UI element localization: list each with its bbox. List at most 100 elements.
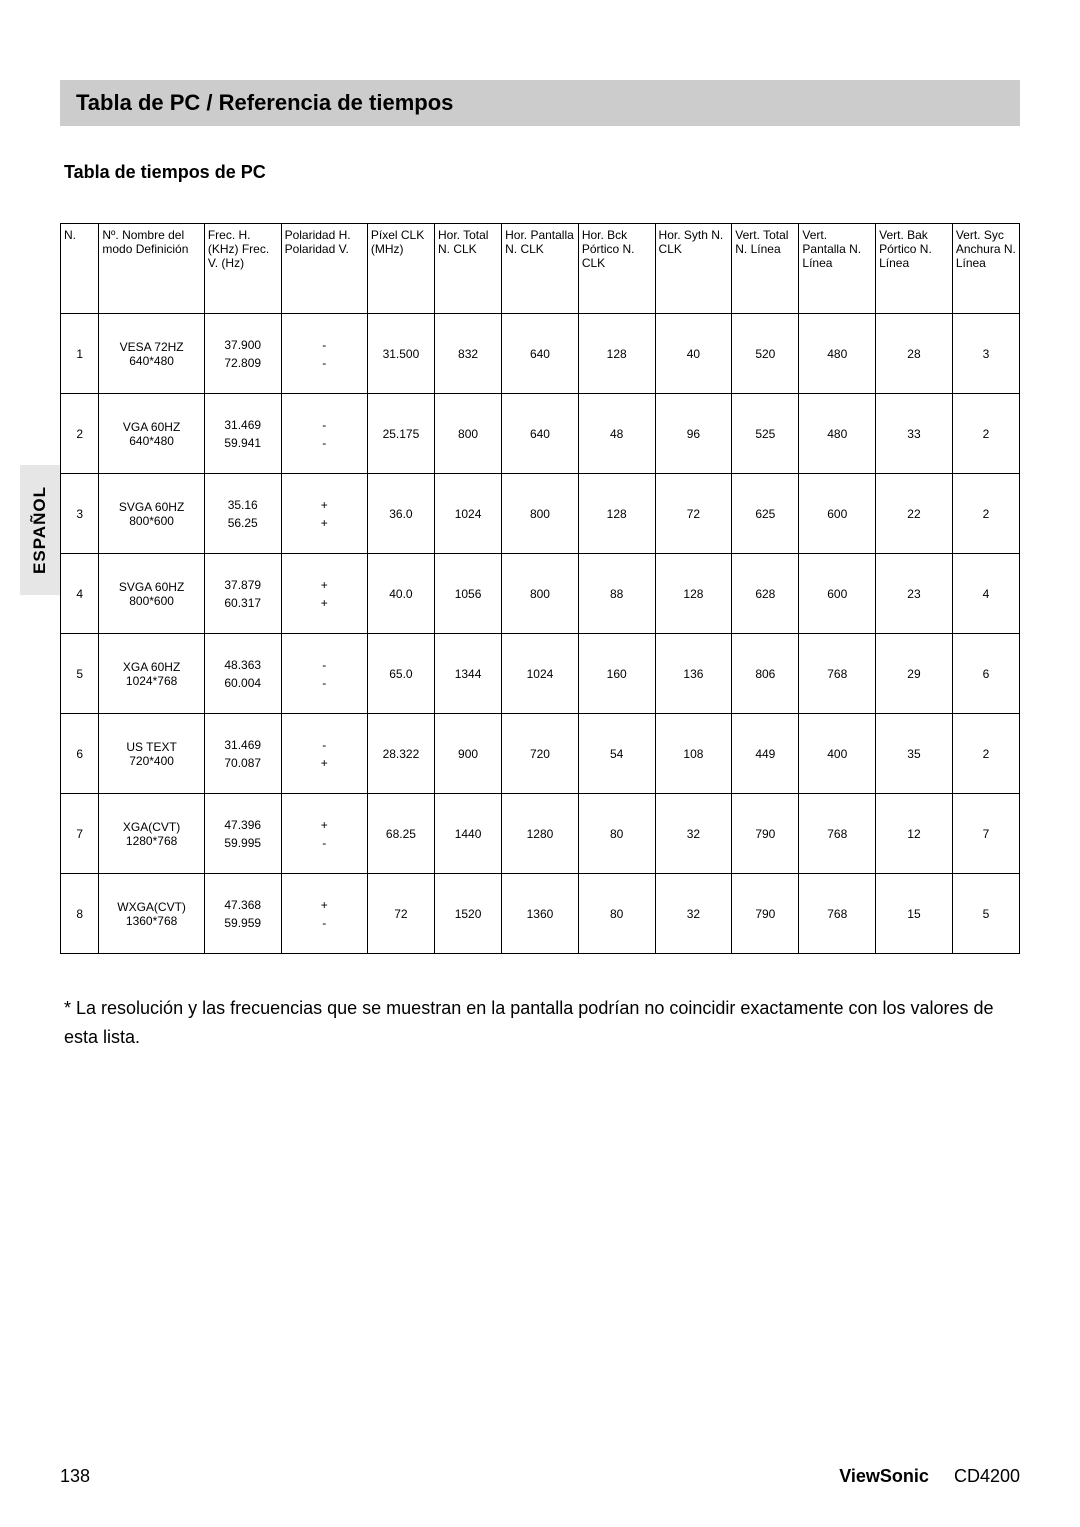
cell-value: 54 [578,714,655,794]
cell-mode-name: VGA 60HZ640*480 [99,394,204,474]
cell-value: 768 [799,794,876,874]
section-title-bar: Tabla de PC / Referencia de tiempos [60,80,1020,126]
table-header-cell: Píxel CLK (MHz) [367,224,434,314]
cell-n: 2 [61,394,99,474]
table-row: 3SVGA 60HZ800*60035.1656.25++36.01024800… [61,474,1020,554]
language-label: ESPAÑOL [30,486,50,574]
cell-freq: 37.87960.317 [204,554,281,634]
cell-polarity: ++ [281,554,367,634]
cell-value: 720 [502,714,579,794]
footnote: * La resolución y las frecuencias que se… [60,994,1020,1052]
cell-value: 900 [434,714,501,794]
brand-label: ViewSonic [839,1466,929,1486]
table-row: 5XGA 60HZ1024*76848.36360.004--65.013441… [61,634,1020,714]
cell-value: 640 [502,314,579,394]
cell-value: 800 [502,474,579,554]
cell-value: 800 [502,554,579,634]
cell-value: 1056 [434,554,501,634]
cell-polarity: -- [281,394,367,474]
cell-value: 80 [578,874,655,954]
cell-value: 1440 [434,794,501,874]
cell-value: 32 [655,874,732,954]
cell-freq: 31.46959.941 [204,394,281,474]
table-row: 6US TEXT720*40031.46970.087-+28.32290072… [61,714,1020,794]
cell-value: 80 [578,794,655,874]
cell-value: 1360 [502,874,579,954]
cell-n: 6 [61,714,99,794]
cell-freq: 31.46970.087 [204,714,281,794]
table-body: 1VESA 72HZ640*48037.90072.809--31.500832… [61,314,1020,954]
cell-value: 600 [799,474,876,554]
timing-table: N.Nº. Nombre del modo DefiniciónFrec. H.… [60,223,1020,954]
table-row: 7XGA(CVT)1280*76847.39659.995+-68.251440… [61,794,1020,874]
table-header-cell: Hor. Syth N. CLK [655,224,732,314]
cell-value: 31.500 [367,314,434,394]
cell-value: 449 [732,714,799,794]
section-title: Tabla de PC / Referencia de tiempos [76,90,453,115]
cell-value: 72 [655,474,732,554]
table-header-cell: Hor. Bck Pórtico N. CLK [578,224,655,314]
cell-n: 8 [61,874,99,954]
table-row: 1VESA 72HZ640*48037.90072.809--31.500832… [61,314,1020,394]
cell-value: 40 [655,314,732,394]
cell-polarity: -- [281,314,367,394]
cell-value: 790 [732,794,799,874]
cell-value: 96 [655,394,732,474]
footer-right: ViewSonic CD4200 [839,1466,1020,1487]
table-row: 8WXGA(CVT)1360*76847.36859.959+-72152013… [61,874,1020,954]
cell-value: 40.0 [367,554,434,634]
cell-value: 628 [732,554,799,634]
document-page: ESPAÑOL Tabla de PC / Referencia de tiem… [0,0,1080,1527]
table-header-cell: Vert. Bak Pórtico N. Línea [876,224,953,314]
cell-value: 6 [952,634,1019,714]
cell-n: 5 [61,634,99,714]
table-row: 4SVGA 60HZ800*60037.87960.317++40.010568… [61,554,1020,634]
cell-polarity: +- [281,874,367,954]
cell-freq: 37.90072.809 [204,314,281,394]
cell-value: 480 [799,394,876,474]
page-number: 138 [60,1466,90,1487]
model-label: CD4200 [954,1466,1020,1486]
subsection-title: Tabla de tiempos de PC [64,162,1020,183]
cell-mode-name: SVGA 60HZ800*600 [99,474,204,554]
table-header-cell: Polaridad H. Polaridad V. [281,224,367,314]
cell-value: 4 [952,554,1019,634]
cell-value: 128 [578,314,655,394]
cell-value: 806 [732,634,799,714]
cell-value: 48 [578,394,655,474]
cell-freq: 35.1656.25 [204,474,281,554]
cell-value: 790 [732,874,799,954]
table-header-cell: Hor. Total N. CLK [434,224,501,314]
cell-freq: 48.36360.004 [204,634,281,714]
cell-mode-name: XGA 60HZ1024*768 [99,634,204,714]
cell-value: 128 [578,474,655,554]
cell-value: 2 [952,474,1019,554]
cell-n: 3 [61,474,99,554]
cell-mode-name: SVGA 60HZ800*600 [99,554,204,634]
cell-value: 1024 [434,474,501,554]
cell-value: 768 [799,634,876,714]
cell-n: 4 [61,554,99,634]
cell-value: 2 [952,394,1019,474]
cell-value: 22 [876,474,953,554]
cell-value: 400 [799,714,876,794]
cell-value: 800 [434,394,501,474]
cell-value: 5 [952,874,1019,954]
cell-freq: 47.39659.995 [204,794,281,874]
table-header-cell: Vert. Syc Anchura N. Línea [952,224,1019,314]
cell-polarity: +- [281,794,367,874]
cell-value: 65.0 [367,634,434,714]
cell-mode-name: WXGA(CVT)1360*768 [99,874,204,954]
cell-value: 7 [952,794,1019,874]
cell-value: 28 [876,314,953,394]
cell-mode-name: US TEXT720*400 [99,714,204,794]
table-header-cell: N. [61,224,99,314]
cell-n: 7 [61,794,99,874]
cell-value: 72 [367,874,434,954]
cell-value: 525 [732,394,799,474]
table-row: 2VGA 60HZ640*48031.46959.941--25.1758006… [61,394,1020,474]
cell-value: 136 [655,634,732,714]
cell-value: 625 [732,474,799,554]
cell-value: 23 [876,554,953,634]
cell-value: 25.175 [367,394,434,474]
